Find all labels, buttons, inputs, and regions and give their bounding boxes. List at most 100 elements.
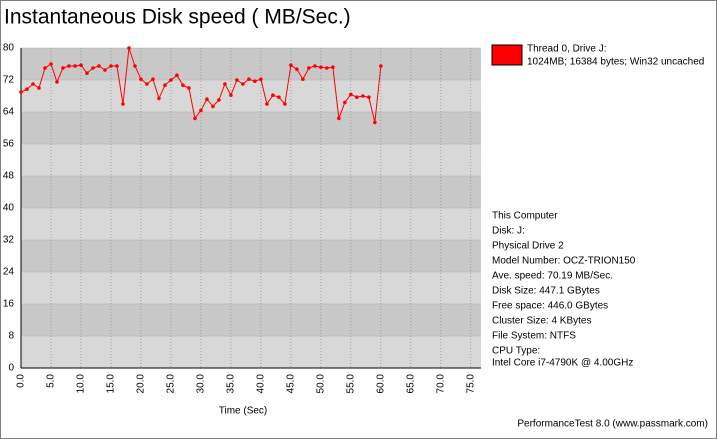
y-tick-label: 40 bbox=[3, 203, 15, 214]
data-point bbox=[37, 86, 41, 90]
x-tick-label: 60.0 bbox=[375, 374, 386, 394]
legend-swatch bbox=[491, 44, 523, 66]
data-point bbox=[319, 65, 323, 69]
grid-band bbox=[21, 176, 481, 208]
data-point bbox=[337, 116, 341, 121]
x-tick-label: 75.0 bbox=[465, 374, 476, 394]
info-line: Intel Core i7-4790K @ 4.00GHz bbox=[492, 358, 633, 369]
data-point bbox=[373, 120, 377, 125]
x-tick-label: 50.0 bbox=[316, 374, 327, 394]
data-point bbox=[139, 77, 143, 81]
legend-label: Thread 0, Drive J: bbox=[527, 44, 606, 55]
data-point bbox=[91, 66, 95, 70]
data-point bbox=[175, 73, 179, 77]
data-point bbox=[187, 86, 191, 90]
y-tick-label: 0 bbox=[8, 363, 14, 374]
data-point bbox=[157, 96, 161, 101]
data-point bbox=[355, 95, 359, 99]
data-point bbox=[223, 82, 227, 86]
data-point bbox=[109, 64, 113, 68]
data-point bbox=[31, 82, 35, 86]
info-line: Model Number: OCZ-TRION150 bbox=[492, 256, 636, 267]
x-tick-label: 55.0 bbox=[345, 374, 356, 394]
y-tick-label: 48 bbox=[3, 171, 15, 182]
data-point bbox=[283, 102, 287, 106]
data-point bbox=[247, 77, 251, 81]
info-line: Free space: 446.0 GBytes bbox=[492, 301, 608, 312]
grid-band bbox=[21, 240, 481, 272]
data-point bbox=[271, 93, 275, 97]
info-line: Cluster Size: 4 KBytes bbox=[492, 316, 591, 327]
data-point bbox=[301, 77, 305, 81]
data-point bbox=[55, 80, 59, 84]
data-point bbox=[61, 66, 65, 70]
data-point bbox=[163, 83, 167, 87]
x-tick-label: 15.0 bbox=[106, 374, 117, 394]
grid-band bbox=[21, 144, 481, 176]
data-point bbox=[121, 102, 125, 106]
data-point bbox=[265, 102, 269, 106]
y-tick-label: 32 bbox=[3, 235, 15, 246]
grid-band bbox=[21, 80, 481, 112]
data-point bbox=[241, 82, 245, 86]
data-point bbox=[151, 77, 155, 81]
grid-band bbox=[21, 208, 481, 240]
info-line: CPU Type: bbox=[492, 346, 540, 357]
info-line: Physical Drive 2 bbox=[492, 241, 564, 252]
x-tick-label: 65.0 bbox=[405, 374, 416, 394]
info-line: Disk: J: bbox=[492, 226, 525, 237]
x-tick-label: 25.0 bbox=[166, 374, 177, 394]
grid-band bbox=[21, 112, 481, 144]
x-tick-label: 30.0 bbox=[196, 374, 207, 394]
info-line: Ave. speed: 70.19 MB/Sec. bbox=[492, 271, 613, 282]
data-point bbox=[367, 95, 371, 99]
y-tick-label: 56 bbox=[3, 139, 15, 150]
data-point bbox=[43, 66, 47, 70]
data-point bbox=[193, 116, 197, 121]
data-point bbox=[379, 64, 383, 68]
data-point bbox=[211, 104, 215, 109]
data-point bbox=[169, 78, 173, 82]
data-point bbox=[199, 108, 203, 113]
y-tick-label: 24 bbox=[3, 267, 15, 278]
data-point bbox=[19, 90, 23, 94]
data-point bbox=[349, 92, 353, 97]
data-point bbox=[103, 68, 107, 72]
data-point bbox=[229, 93, 233, 97]
data-point bbox=[325, 66, 329, 70]
y-tick-label: 80 bbox=[3, 43, 15, 54]
info-line: This Computer bbox=[492, 211, 558, 222]
grid-band bbox=[21, 48, 481, 80]
data-point bbox=[127, 46, 131, 50]
y-tick-label: 8 bbox=[8, 331, 14, 342]
data-point bbox=[115, 64, 119, 68]
y-tick-label: 16 bbox=[3, 299, 15, 310]
x-tick-label: 0.0 bbox=[16, 374, 27, 388]
data-point bbox=[85, 71, 89, 75]
x-tick-label: 45.0 bbox=[286, 374, 297, 394]
x-tick-label: 5.0 bbox=[46, 374, 57, 388]
data-point bbox=[253, 79, 257, 83]
x-axis-label: Time (Sec) bbox=[219, 406, 268, 417]
x-tick-label: 40.0 bbox=[256, 374, 267, 394]
data-point bbox=[259, 77, 263, 81]
data-point bbox=[181, 83, 185, 87]
data-point bbox=[289, 63, 293, 67]
x-tick-label: 10.0 bbox=[76, 374, 87, 394]
data-point bbox=[307, 66, 311, 70]
data-point bbox=[205, 97, 209, 101]
data-point bbox=[97, 64, 101, 68]
grid-band bbox=[21, 272, 481, 304]
data-point bbox=[133, 64, 137, 68]
data-point bbox=[73, 64, 77, 68]
data-point bbox=[145, 82, 149, 86]
data-point bbox=[331, 65, 335, 69]
data-point bbox=[217, 98, 221, 102]
data-point bbox=[25, 87, 29, 91]
x-tick-label: 20.0 bbox=[136, 374, 147, 394]
data-point bbox=[79, 63, 83, 67]
grid-band bbox=[21, 336, 481, 368]
data-point bbox=[361, 94, 365, 98]
